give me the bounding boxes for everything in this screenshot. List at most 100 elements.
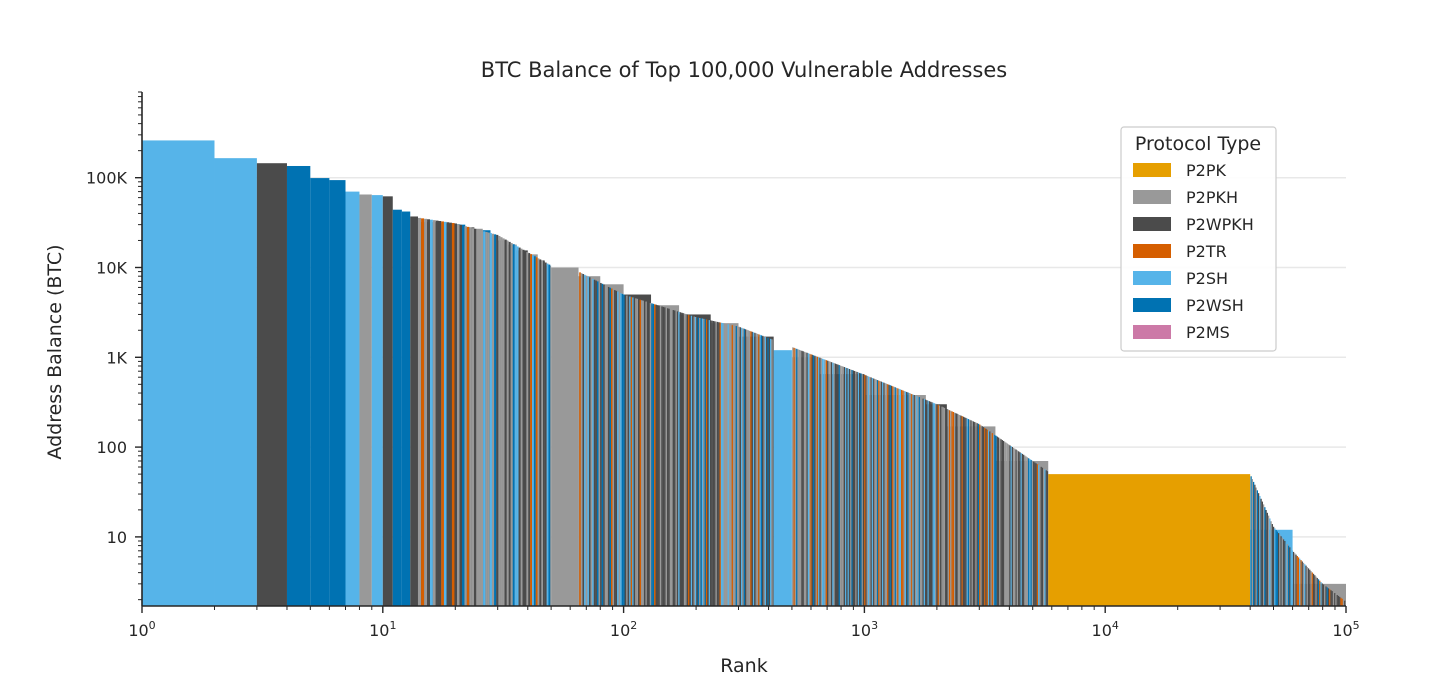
stripe-bar: [848, 369, 851, 606]
stripe-bar: [801, 350, 803, 606]
stripe-bar: [916, 396, 918, 606]
stripe-bar: [771, 339, 773, 606]
stripe-bar: [708, 320, 711, 606]
x-tick-label: 105: [1332, 619, 1359, 640]
stripe-bar: [1329, 589, 1331, 606]
stripe-bar: [1290, 548, 1292, 606]
stripe-bar: [992, 434, 995, 606]
bar: [392, 209, 402, 606]
stripe-bar: [807, 353, 810, 606]
stripe-bar: [466, 226, 470, 606]
stripe-bar: [704, 319, 706, 606]
stripe-bar: [1286, 544, 1288, 606]
y-axis-label: Address Balance (BTC): [44, 244, 66, 459]
stripe-bar: [900, 389, 903, 606]
stripe-bar: [1256, 490, 1258, 606]
stripe-bar: [932, 402, 934, 606]
stripe-bar: [865, 375, 867, 606]
stripe-bar: [652, 303, 655, 606]
stripe-bar: [834, 363, 837, 606]
stripe-bar: [715, 321, 717, 606]
stripe-bar: [724, 323, 727, 606]
stripe-bar: [894, 387, 896, 606]
stripe-bar: [731, 325, 733, 606]
stripe-bar: [1001, 440, 1003, 606]
stripe-bar: [903, 390, 905, 606]
stripe-bar: [1300, 560, 1302, 606]
stripe-bar: [508, 241, 511, 606]
stripe-bar: [1335, 594, 1337, 606]
stripe-bar: [443, 221, 447, 606]
stripe-bar: [764, 336, 767, 606]
stripe-bar: [811, 354, 813, 606]
stripe-bar: [624, 295, 627, 606]
stripe-bar: [518, 247, 521, 606]
stripe-bar: [981, 426, 983, 606]
stripe-bar: [996, 436, 998, 606]
stripe-bar: [802, 351, 804, 606]
stripe-bar: [1046, 471, 1049, 606]
stripe-bar: [997, 437, 1000, 606]
stripe-bar: [862, 374, 865, 606]
stripe-bar: [1316, 577, 1318, 606]
stripe-bar: [530, 254, 533, 606]
stripe-bar: [909, 393, 912, 606]
stripe-bar: [1287, 545, 1290, 606]
stripe-bar: [897, 388, 899, 606]
stripe-bar: [1291, 550, 1293, 606]
stripe-bar: [1330, 590, 1332, 606]
stripe-bar: [1038, 465, 1040, 606]
stripe-bar: [884, 383, 886, 606]
stripe-bar: [941, 406, 943, 606]
stripe-bar: [454, 223, 458, 606]
stripe-bar: [1344, 600, 1346, 606]
stripe-bar: [832, 362, 834, 606]
stripe-bar: [432, 220, 436, 606]
stripe-bar: [665, 307, 667, 606]
stripe-bar: [908, 392, 910, 606]
stripe-bar: [931, 402, 933, 606]
stripe-bar: [907, 392, 909, 606]
stripe-bar: [544, 262, 547, 606]
stripe-bar: [743, 328, 745, 606]
stripe-bar: [1045, 470, 1047, 606]
stripe-bar: [752, 332, 755, 606]
stripe-bar: [1033, 461, 1035, 606]
stripe-bar: [767, 337, 769, 606]
stripe-bar: [976, 423, 978, 606]
stripe-bar: [874, 379, 876, 606]
stripe-bar: [1257, 493, 1260, 606]
stripe-bar: [750, 331, 752, 606]
stripe-bar: [833, 363, 835, 606]
stripe-bar: [1031, 460, 1034, 606]
stripe-bar: [1342, 599, 1345, 606]
stripe-bar: [1320, 582, 1322, 606]
stripe-bar: [1295, 554, 1297, 606]
stripe-bar: [879, 381, 881, 606]
stripe-bar: [838, 365, 840, 606]
stripe-bar: [664, 307, 666, 606]
stripe-bar: [962, 416, 965, 606]
stripe-bar: [1319, 580, 1321, 606]
legend: Protocol Type P2PK P2PKH P2WPKH P2TR P2SH P2W…: [1120, 126, 1277, 352]
stripe-bar: [694, 316, 697, 606]
stripe-bar: [1325, 586, 1327, 606]
stripe-bar: [912, 394, 914, 606]
stripe-bar: [1026, 457, 1029, 606]
stripe-bar: [688, 314, 690, 606]
stripe-bar: [856, 371, 858, 606]
stripe-bar: [522, 249, 525, 606]
y-tick-label: 100K: [86, 169, 128, 188]
stripe-bar: [946, 409, 948, 606]
stripe-bar: [1345, 601, 1346, 606]
legend-label-p2tr: P2TR: [1186, 242, 1227, 261]
stripe-bar: [421, 218, 425, 606]
stripe-bar: [943, 407, 946, 606]
stripe-bar: [669, 309, 672, 606]
stripe-bar: [1337, 595, 1340, 606]
bar: [401, 211, 411, 606]
stripe-bar: [588, 277, 591, 606]
stripe-bar: [794, 348, 797, 606]
stripe-bar: [952, 411, 954, 606]
stripe-bar: [895, 387, 898, 606]
